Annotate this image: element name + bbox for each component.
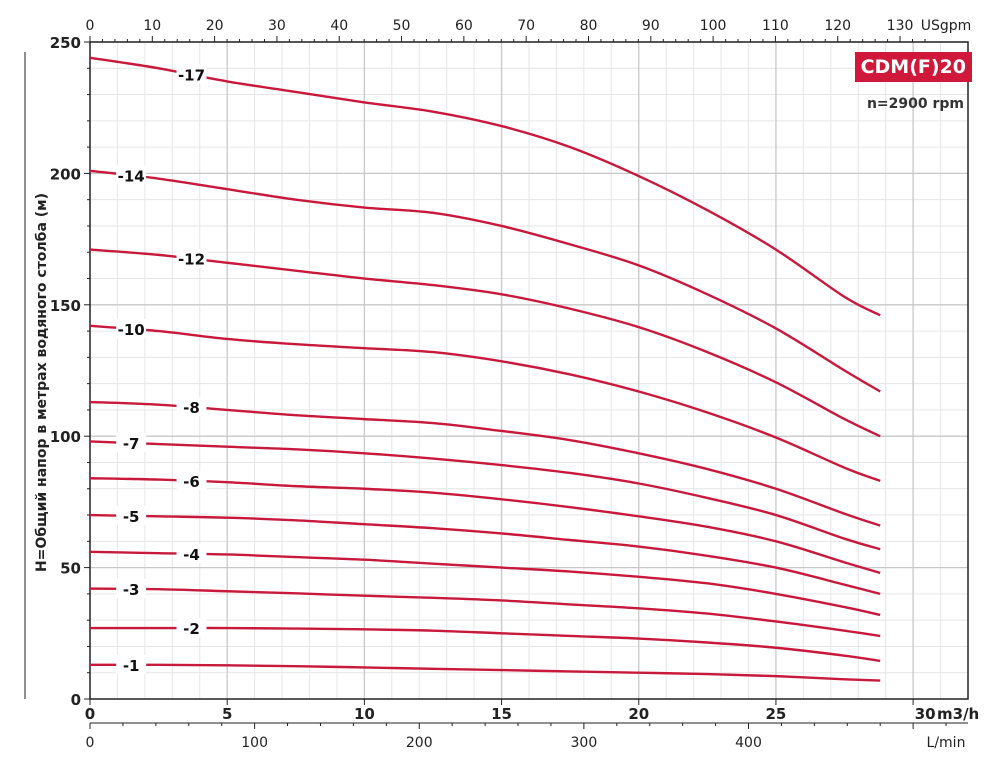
top-tick-label: 110 [762,18,789,34]
series-line-n1 [89,663,881,682]
series-label: -6 [183,473,200,491]
series-label: -8 [183,399,200,417]
top-axis-label: USgpm [921,18,972,34]
top-tick-label: 80 [580,18,598,34]
x-tick-label: 5 [222,705,232,723]
series-label: -3 [123,581,140,599]
x-tick-label: 25 [766,705,787,723]
series-label: -14 [118,168,145,186]
series-line-n17 [89,56,881,317]
series-label-bg [116,505,147,525]
y-axis-label: H=Общий напор в метрах водяного столба (… [34,193,50,572]
series-line-n5 [89,513,881,596]
lmin-tick-label: 200 [406,735,433,751]
x-tick-label: 30 [915,705,936,723]
top-tick-label: 50 [393,18,411,34]
x-tick-label: 15 [491,705,512,723]
series-line-n12 [89,248,881,438]
series-label: -12 [178,251,205,269]
y-tick-label: 0 [71,691,81,709]
top-tick-label: 90 [642,18,660,34]
series-label-bg [116,578,147,598]
lmin-tick-label: 100 [241,735,268,751]
series-label-bg [116,318,147,338]
top-tick-label: 60 [455,18,473,34]
chart-subtitle: n=2900 rpm [866,96,964,112]
series-label-bg [176,397,207,417]
series-label-bg [176,248,207,268]
series-line-n14 [89,169,881,393]
series-line-n6 [89,477,881,575]
plot-frame [89,41,969,700]
y-tick-label: 50 [60,560,81,578]
series-label: -10 [118,321,145,339]
series-label: -7 [123,435,140,453]
top-tick-label: 100 [700,18,727,34]
top-tick-label: 120 [824,18,851,34]
top-tick-label: 20 [206,18,224,34]
top-tick-label: 40 [330,18,348,34]
y-tick-label: 250 [50,34,81,52]
top-tick-label: 70 [517,18,535,34]
series-line-n2 [90,626,881,663]
lmin-tick-label: 300 [571,735,598,751]
series-label: -17 [178,67,205,85]
x-tick-label: 20 [628,705,649,723]
top-tick-label: 10 [143,18,161,34]
x-tick-label: 10 [354,705,375,723]
chart-title-badge: CDM(F)20 [854,52,972,82]
series-line-n8 [89,400,881,527]
series-label-bg [176,64,207,84]
y-tick-label: 200 [50,165,81,183]
top-tick-label: 0 [86,18,95,34]
series-label: -2 [183,620,200,638]
series-label-bg [176,543,207,563]
series-label-bg [116,165,147,185]
series-line-n3 [89,587,881,638]
series-label: -5 [123,508,140,526]
series-line-n4 [89,550,881,617]
series-label-bg [116,433,147,453]
series-label-bg [116,654,147,674]
top-tick-label: 30 [268,18,286,34]
series-line-n10 [89,324,881,483]
series-label: -1 [123,657,140,675]
series-label-bg [176,470,207,490]
series-label: -4 [183,546,200,564]
series-label-bg [176,618,207,638]
top-tick-label: 130 [887,18,914,34]
x-tick-label: 0 [85,705,95,723]
y-tick-label: 100 [50,428,81,446]
x-axis-label: m3/h [937,705,979,723]
series-line-n7 [89,440,881,551]
y-tick-label: 150 [50,297,81,315]
lmin-tick-label: 0 [86,735,95,751]
lmin-tick-label: 400 [735,735,762,751]
lmin-axis-label: L/min [927,735,966,751]
